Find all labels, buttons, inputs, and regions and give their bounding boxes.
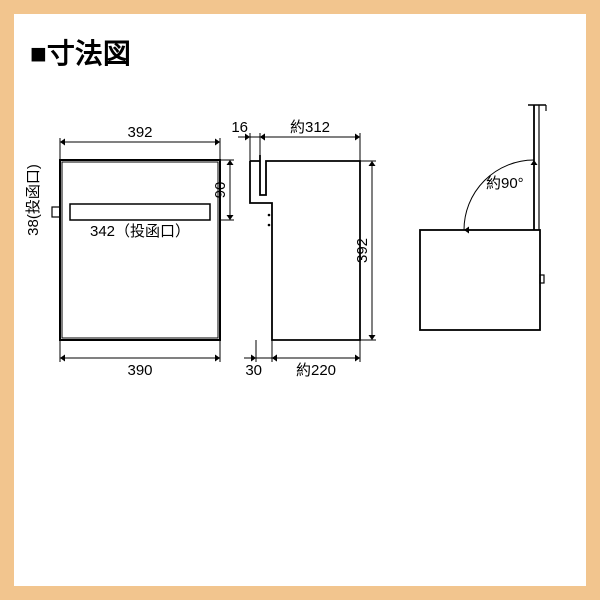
svg-text:30: 30 — [245, 362, 262, 379]
svg-text:38(投函口): 38(投函口) — [25, 164, 42, 236]
svg-text:約90°: 約90° — [486, 175, 524, 192]
svg-text:342（投函口）: 342（投函口） — [90, 223, 190, 240]
svg-text:392: 392 — [127, 124, 152, 141]
svg-text:16: 16 — [231, 119, 248, 136]
svg-text:390: 390 — [127, 362, 152, 379]
svg-text:90: 90 — [212, 182, 229, 199]
svg-text:392: 392 — [354, 238, 371, 263]
svg-text:約220: 約220 — [296, 362, 336, 379]
svg-text:約312: 約312 — [290, 119, 330, 136]
dimensional-drawing: 392 342（投函口） 38(投函口) 90 390 16 約312 392 30 約220 約9… — [0, 0, 600, 600]
